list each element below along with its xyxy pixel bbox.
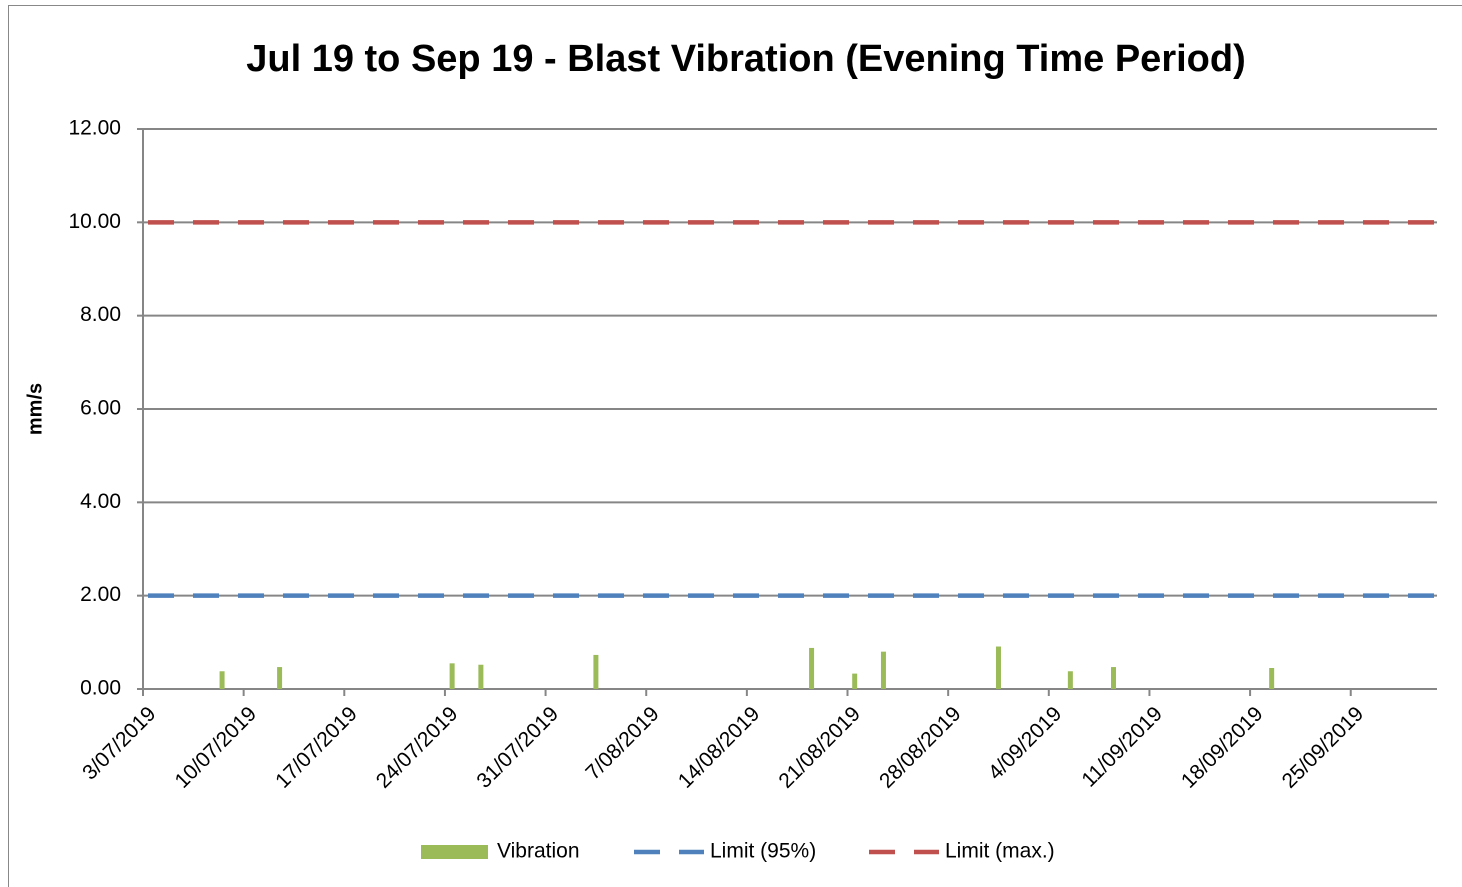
legend-label: Limit (max.): [945, 840, 1055, 863]
bar: [219, 671, 225, 689]
y-tick-label: 8.00: [80, 303, 121, 326]
bar: [593, 654, 599, 689]
bar: [880, 651, 886, 689]
bar: [995, 646, 1001, 689]
y-tick-label: 4.00: [80, 490, 121, 513]
bar: [277, 667, 283, 689]
y-tick-label: 0.00: [80, 677, 121, 700]
bar: [809, 647, 815, 689]
legend-label: Vibration: [497, 840, 580, 863]
legend-label: Limit (95%): [710, 840, 816, 863]
y-axis-label: mm/s: [24, 383, 46, 435]
legend-swatch: [421, 845, 488, 859]
y-tick-label: 2.00: [80, 583, 121, 606]
chart-border: [8, 5, 1462, 887]
bar: [449, 663, 455, 689]
bar: [478, 664, 484, 689]
y-tick-label: 10.00: [68, 210, 121, 233]
bar: [852, 673, 858, 689]
bar: [1067, 671, 1073, 689]
bar: [1111, 667, 1116, 689]
y-tick-label: 12.00: [68, 117, 121, 140]
bar: [1269, 668, 1275, 689]
y-tick-label: 6.00: [80, 397, 121, 420]
chart-title: Jul 19 to Sep 19 - Blast Vibration (Even…: [246, 38, 1246, 80]
